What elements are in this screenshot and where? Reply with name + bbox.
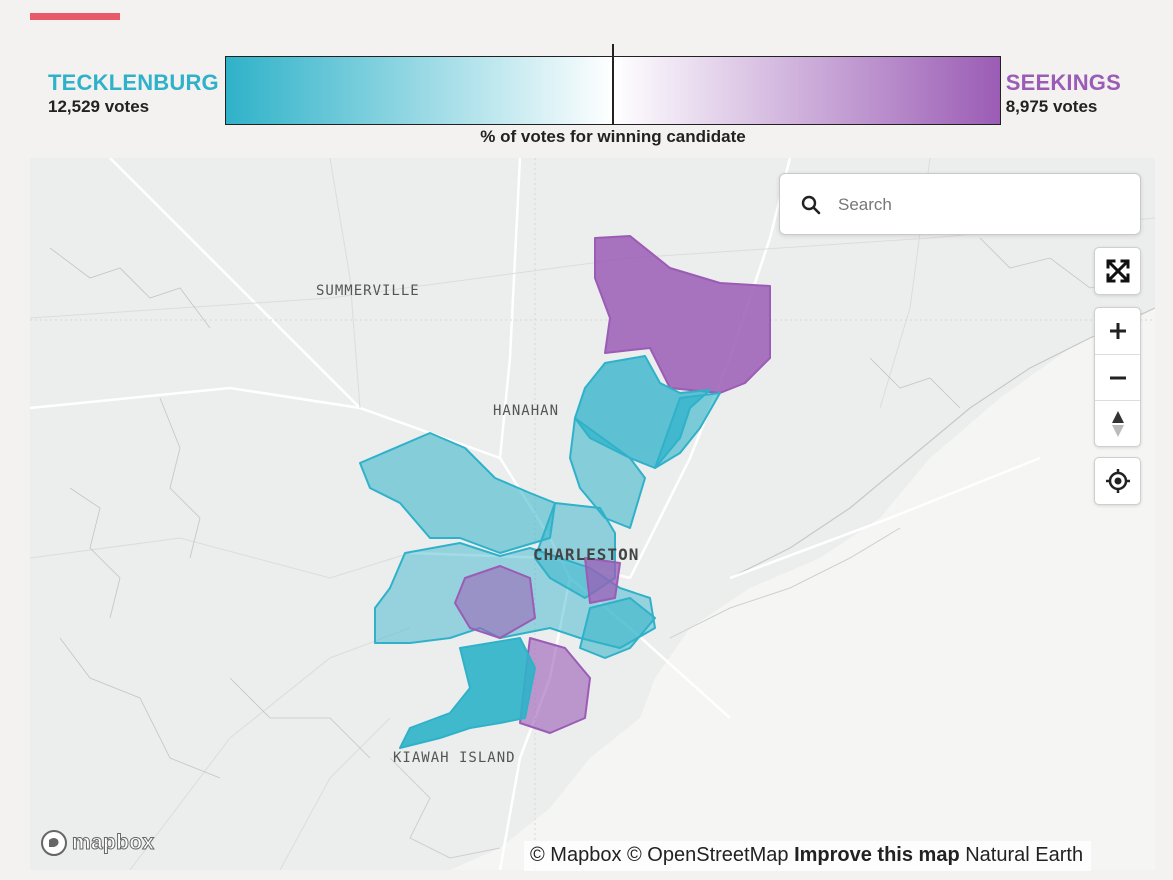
candidate-name: TECKLENBURG	[48, 70, 219, 95]
place-label-charleston: CHARLESTON	[533, 545, 640, 564]
geolocate-button[interactable]	[1095, 458, 1140, 504]
attribution-improve-link[interactable]: Improve this map	[794, 844, 960, 866]
place-label-summerville: SUMMERVILLE	[316, 283, 420, 299]
precinct-west-ashley-north[interactable]	[359, 432, 556, 554]
fullscreen-control[interactable]	[1094, 247, 1141, 295]
fullscreen-button[interactable]	[1095, 248, 1140, 294]
scale-caption: % of votes for winning candidate	[480, 127, 746, 146]
search-icon	[801, 195, 821, 215]
precinct-westashley-seekings[interactable]	[454, 565, 536, 639]
zoom-out-button[interactable]	[1095, 354, 1140, 400]
candidate-tecklenburg: TECKLENBURG 12,529 votes	[48, 70, 219, 118]
place-label-kiawah: KIAWAH ISLAND	[393, 750, 516, 766]
rivers	[49, 237, 1131, 779]
search-input[interactable]	[838, 184, 1128, 226]
attribution-natural-earth-link[interactable]: Natural Earth	[965, 844, 1084, 866]
zoom-out-icon	[1109, 376, 1126, 379]
ocean	[450, 308, 1155, 870]
scale-midline	[612, 44, 614, 125]
map-canvas[interactable]	[30, 158, 1155, 870]
coastline	[729, 307, 1155, 579]
zoom-controls	[1094, 307, 1141, 447]
candidate-name: SEEKINGS	[1005, 70, 1121, 95]
accent-bar	[30, 13, 120, 20]
precinct-northeast-tecklenburg[interactable]	[654, 392, 721, 469]
geolocate-icon	[1105, 469, 1130, 493]
map-search-box[interactable]	[779, 173, 1141, 235]
zoom-in-icon	[1109, 323, 1126, 339]
precinct-parkway-tecklenburg[interactable]	[569, 417, 646, 529]
map-base	[30, 158, 1155, 870]
candidate-votes: 12,529 votes	[48, 97, 150, 116]
mapbox-logo[interactable]: mapbox	[40, 829, 155, 857]
fullscreen-icon	[1106, 259, 1129, 283]
precincts-layer[interactable]	[359, 235, 771, 749]
precinct-downtown-seekings[interactable]	[584, 557, 621, 604]
precinct-johnsisland[interactable]	[399, 637, 536, 749]
candidate-seekings: SEEKINGS 8,975 votes	[1006, 70, 1121, 118]
mapbox-logo-text: mapbox	[71, 831, 155, 855]
compass-button[interactable]	[1095, 400, 1140, 446]
precinct-north-seekings[interactable]	[594, 235, 771, 394]
attribution-osm-link[interactable]: © OpenStreetMap	[627, 844, 789, 866]
place-label-hanahan: HANAHAN	[493, 403, 560, 419]
candidate-votes: 8,975 votes	[1005, 97, 1098, 116]
geolocate-control[interactable]	[1094, 457, 1141, 505]
coastline-2	[669, 527, 901, 639]
zoom-in-button[interactable]	[1095, 308, 1140, 354]
mapbox-logo-icon	[41, 830, 67, 856]
map-attribution: © Mapbox © OpenStreetMap Improve this ma…	[524, 841, 1092, 871]
precinct-jamesisland-east[interactable]	[579, 597, 656, 659]
coastline-3	[389, 757, 501, 859]
compass-icon	[1111, 410, 1124, 437]
attribution-mapbox-link[interactable]: © Mapbox	[530, 844, 622, 866]
